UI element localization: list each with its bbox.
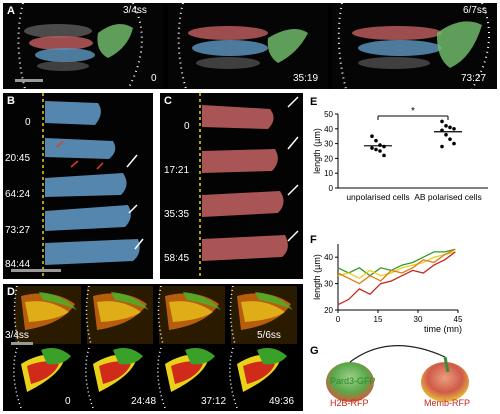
panel-b-time-3: 64:24	[5, 189, 31, 200]
panel-e-point	[378, 149, 382, 153]
panel-b-time-1: 0	[25, 117, 31, 128]
panel-a: A 3/4ss 0 35:19 6/7ss 73:27	[3, 3, 497, 89]
panel-b: B 0 20:45 64:24 73:27 84:44	[3, 93, 153, 279]
panel-e-point	[452, 141, 456, 146]
panel-c-time-1: 0	[184, 121, 190, 132]
panel-d-time-3: 37:12	[201, 396, 227, 407]
panel-d-time-1: 0	[65, 396, 71, 407]
panel-f-series-line-1	[337, 248, 456, 277]
panel-e-point	[370, 134, 374, 138]
panel-e-ytick-label: 10	[324, 169, 333, 178]
panel-e-point	[448, 137, 452, 141]
panel-f-xlabel: time (mn)	[424, 324, 462, 334]
panel-a-frame-2-image	[168, 3, 328, 89]
panel-g-label: G	[310, 345, 319, 357]
panel-d: D 3/4ss 5/6ss 0 24:48 37:12 49:36	[3, 284, 303, 411]
panel-e-point	[448, 125, 452, 130]
panel-b-time-5: 84:44	[5, 259, 31, 270]
panel-a-time-1: 0	[151, 73, 157, 84]
panel-e-point	[374, 147, 378, 152]
panel-f-series-line-3	[337, 248, 456, 285]
panel-e-point	[382, 153, 386, 158]
panel-c-time-2: 17:21	[164, 165, 190, 176]
panel-f-ytick-label: 40	[324, 253, 333, 262]
panel-e-ylabel: length (µm)	[312, 128, 322, 174]
panel-a-time-3: 73:27	[461, 73, 487, 84]
panel-a-frame-1-image	[3, 3, 163, 89]
panel-f-ytick-label: 20	[324, 306, 333, 315]
panel-f-ytick-label: 30	[324, 280, 333, 289]
panel-c-label: C	[164, 95, 172, 107]
panel-d-stage-start: 3/4ss	[5, 330, 29, 341]
panel-e-point	[440, 119, 444, 124]
panel-e-ytick-label: 50	[324, 110, 333, 119]
panel-f-ylabel: length (µm)	[312, 254, 322, 300]
panel-f-xtick-label: 30	[414, 315, 423, 324]
panel-f-xtick-label: 15	[374, 315, 383, 324]
panel-e-ytick-label: 30	[324, 140, 333, 149]
panel-f-chart: 20 30 40 0 15 30 45 length (µm) time (mn)	[312, 244, 463, 334]
panel-e-point	[444, 132, 448, 137]
panel-d-image	[3, 284, 303, 411]
panel-e-point	[440, 144, 444, 149]
panel-e-significance-star: *	[411, 106, 415, 117]
panel-c-image	[160, 93, 303, 279]
panel-f-label: F	[310, 234, 317, 246]
panel-d-time-4: 49:36	[269, 396, 295, 407]
panel-f-xtick-label: 0	[336, 315, 341, 324]
panel-b-image	[3, 93, 153, 279]
panel-b-label: B	[7, 95, 15, 107]
panel-f-series-line-4	[337, 251, 456, 306]
panel-e-point	[452, 127, 456, 131]
panel-g-h2b-label: H2B-RFP	[330, 398, 369, 408]
panel-d-stage-end: 5/6ss	[257, 330, 281, 341]
panel-b-time-2: 20:45	[5, 153, 31, 164]
panel-d-time-2: 24:48	[131, 396, 157, 407]
panel-e-ytick-label: 0	[329, 184, 334, 193]
panel-e-category-label: AB polarised cells	[414, 192, 482, 202]
panel-e-ytick-label: 40	[324, 125, 333, 134]
panel-e-ytick-label: 20	[324, 154, 333, 163]
panel-a-stage-3: 6/7ss	[463, 5, 487, 16]
panel-d-label: D	[7, 286, 15, 298]
panel-e-point	[370, 146, 374, 150]
panel-a-stage-1: 3/4ss	[123, 5, 147, 16]
panel-f-series-line-2	[337, 251, 456, 280]
panel-c-time-3: 35:35	[164, 209, 190, 220]
panel-a-label: A	[7, 5, 15, 17]
panel-b-time-4: 73:27	[5, 225, 31, 236]
panel-e-label: E	[310, 96, 318, 108]
panel-g-diagram	[326, 345, 469, 402]
panel-c: C 0 17:21 35:35 58:45	[160, 93, 303, 279]
panel-e-point	[374, 138, 378, 143]
panel-g-pard3-label: Pard3-GFP	[330, 376, 376, 386]
panel-e-category-label: unpolarised cells	[346, 192, 409, 202]
panel-e-point	[444, 124, 448, 128]
panel-c-time-4: 58:45	[164, 253, 190, 264]
panel-g-memb-label: Memb-RFP	[424, 398, 471, 408]
panel-a-frame-3-image	[332, 3, 497, 89]
panel-a-time-2: 35:19	[293, 73, 319, 84]
panel-f-xtick-label: 45	[454, 315, 463, 324]
